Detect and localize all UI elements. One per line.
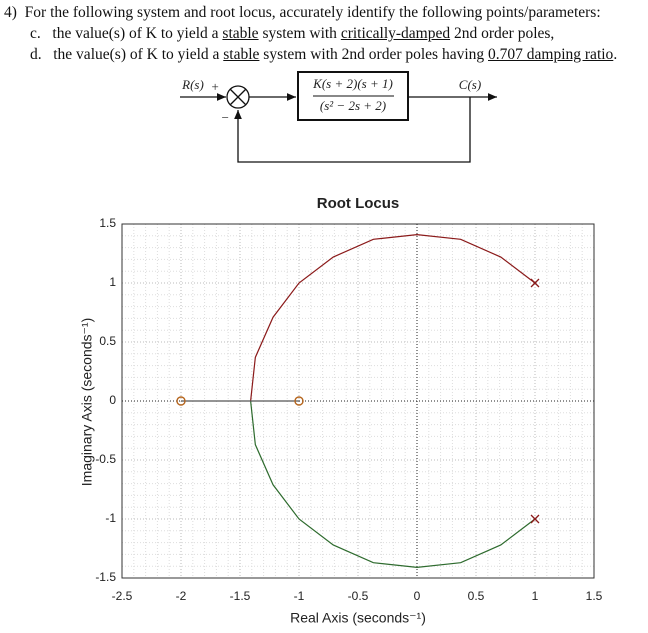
item-text: critically-damped [340,25,451,42]
item-text: system with 2nd order poles having [259,46,489,63]
x-tick-label: -0.5 [348,589,369,603]
zero-marker [176,396,186,406]
pole-marker [530,514,540,524]
item-text: . [613,46,618,63]
question-text: For the following system and root locus,… [24,4,601,21]
zero-marker [294,396,304,406]
y-tick-label: 0.5 [99,334,116,348]
item-text: 2nd order poles, [450,25,555,42]
y-axis-label: Imaginary Axis (seconds⁻¹) [79,318,95,486]
minus-sign: − [221,110,230,125]
block-diagram [180,71,497,163]
question: 4) For the following system and root loc… [4,4,601,22]
output-label: C(s) [459,77,481,92]
x-tick-label: 1.5 [586,589,603,603]
item-text: system with [258,25,341,42]
plus-sign: + [211,79,220,94]
x-tick-label: 0.5 [468,589,485,603]
x-tick-label: -1 [294,589,305,603]
x-tick-label: 0 [414,589,421,603]
feedback-path [234,97,471,163]
y-tick-label: -1 [105,511,116,525]
x-tick-label: -2 [176,589,187,603]
chart-title: Root Locus [317,195,400,212]
y-tick-label: 1 [109,275,116,289]
item-text: the value(s) of K to yield a [53,46,224,63]
item-text: the value(s) of K to yield a [52,25,223,42]
item-text: stable [222,25,259,42]
item-letter: d. [30,46,42,63]
item: d. the value(s) of K to yield a stable s… [30,46,617,64]
x-tick-label: -2.5 [112,589,133,603]
junction-cross [229,88,247,106]
item-text: 0.707 damping ratio [488,46,614,63]
plot-frame [121,223,595,579]
y-tick-label: 1.5 [99,216,116,230]
item: c. the value(s) of K to yield a stable s… [30,25,554,43]
y-tick-label: -1.5 [95,570,116,584]
x-axis-label: Real Axis (seconds⁻¹) [290,610,426,626]
numerator: K(s + 2)(s + 1) [312,76,393,91]
y-tick-label: -0.5 [95,452,116,466]
question-number: 4) [4,4,17,21]
locus-branch [250,400,536,568]
input-label: R(s) [181,77,204,92]
denominator: (s² − 2s + 2) [320,98,386,113]
locus-branch [250,234,536,402]
item-text: stable [223,46,260,63]
x-tick-label: 1 [532,589,539,603]
pole-marker [530,278,540,288]
item-letter: c. [30,25,41,42]
x-tick-label: -1.5 [230,589,251,603]
transfer-block [297,71,409,121]
y-tick-label: 0 [109,393,116,407]
